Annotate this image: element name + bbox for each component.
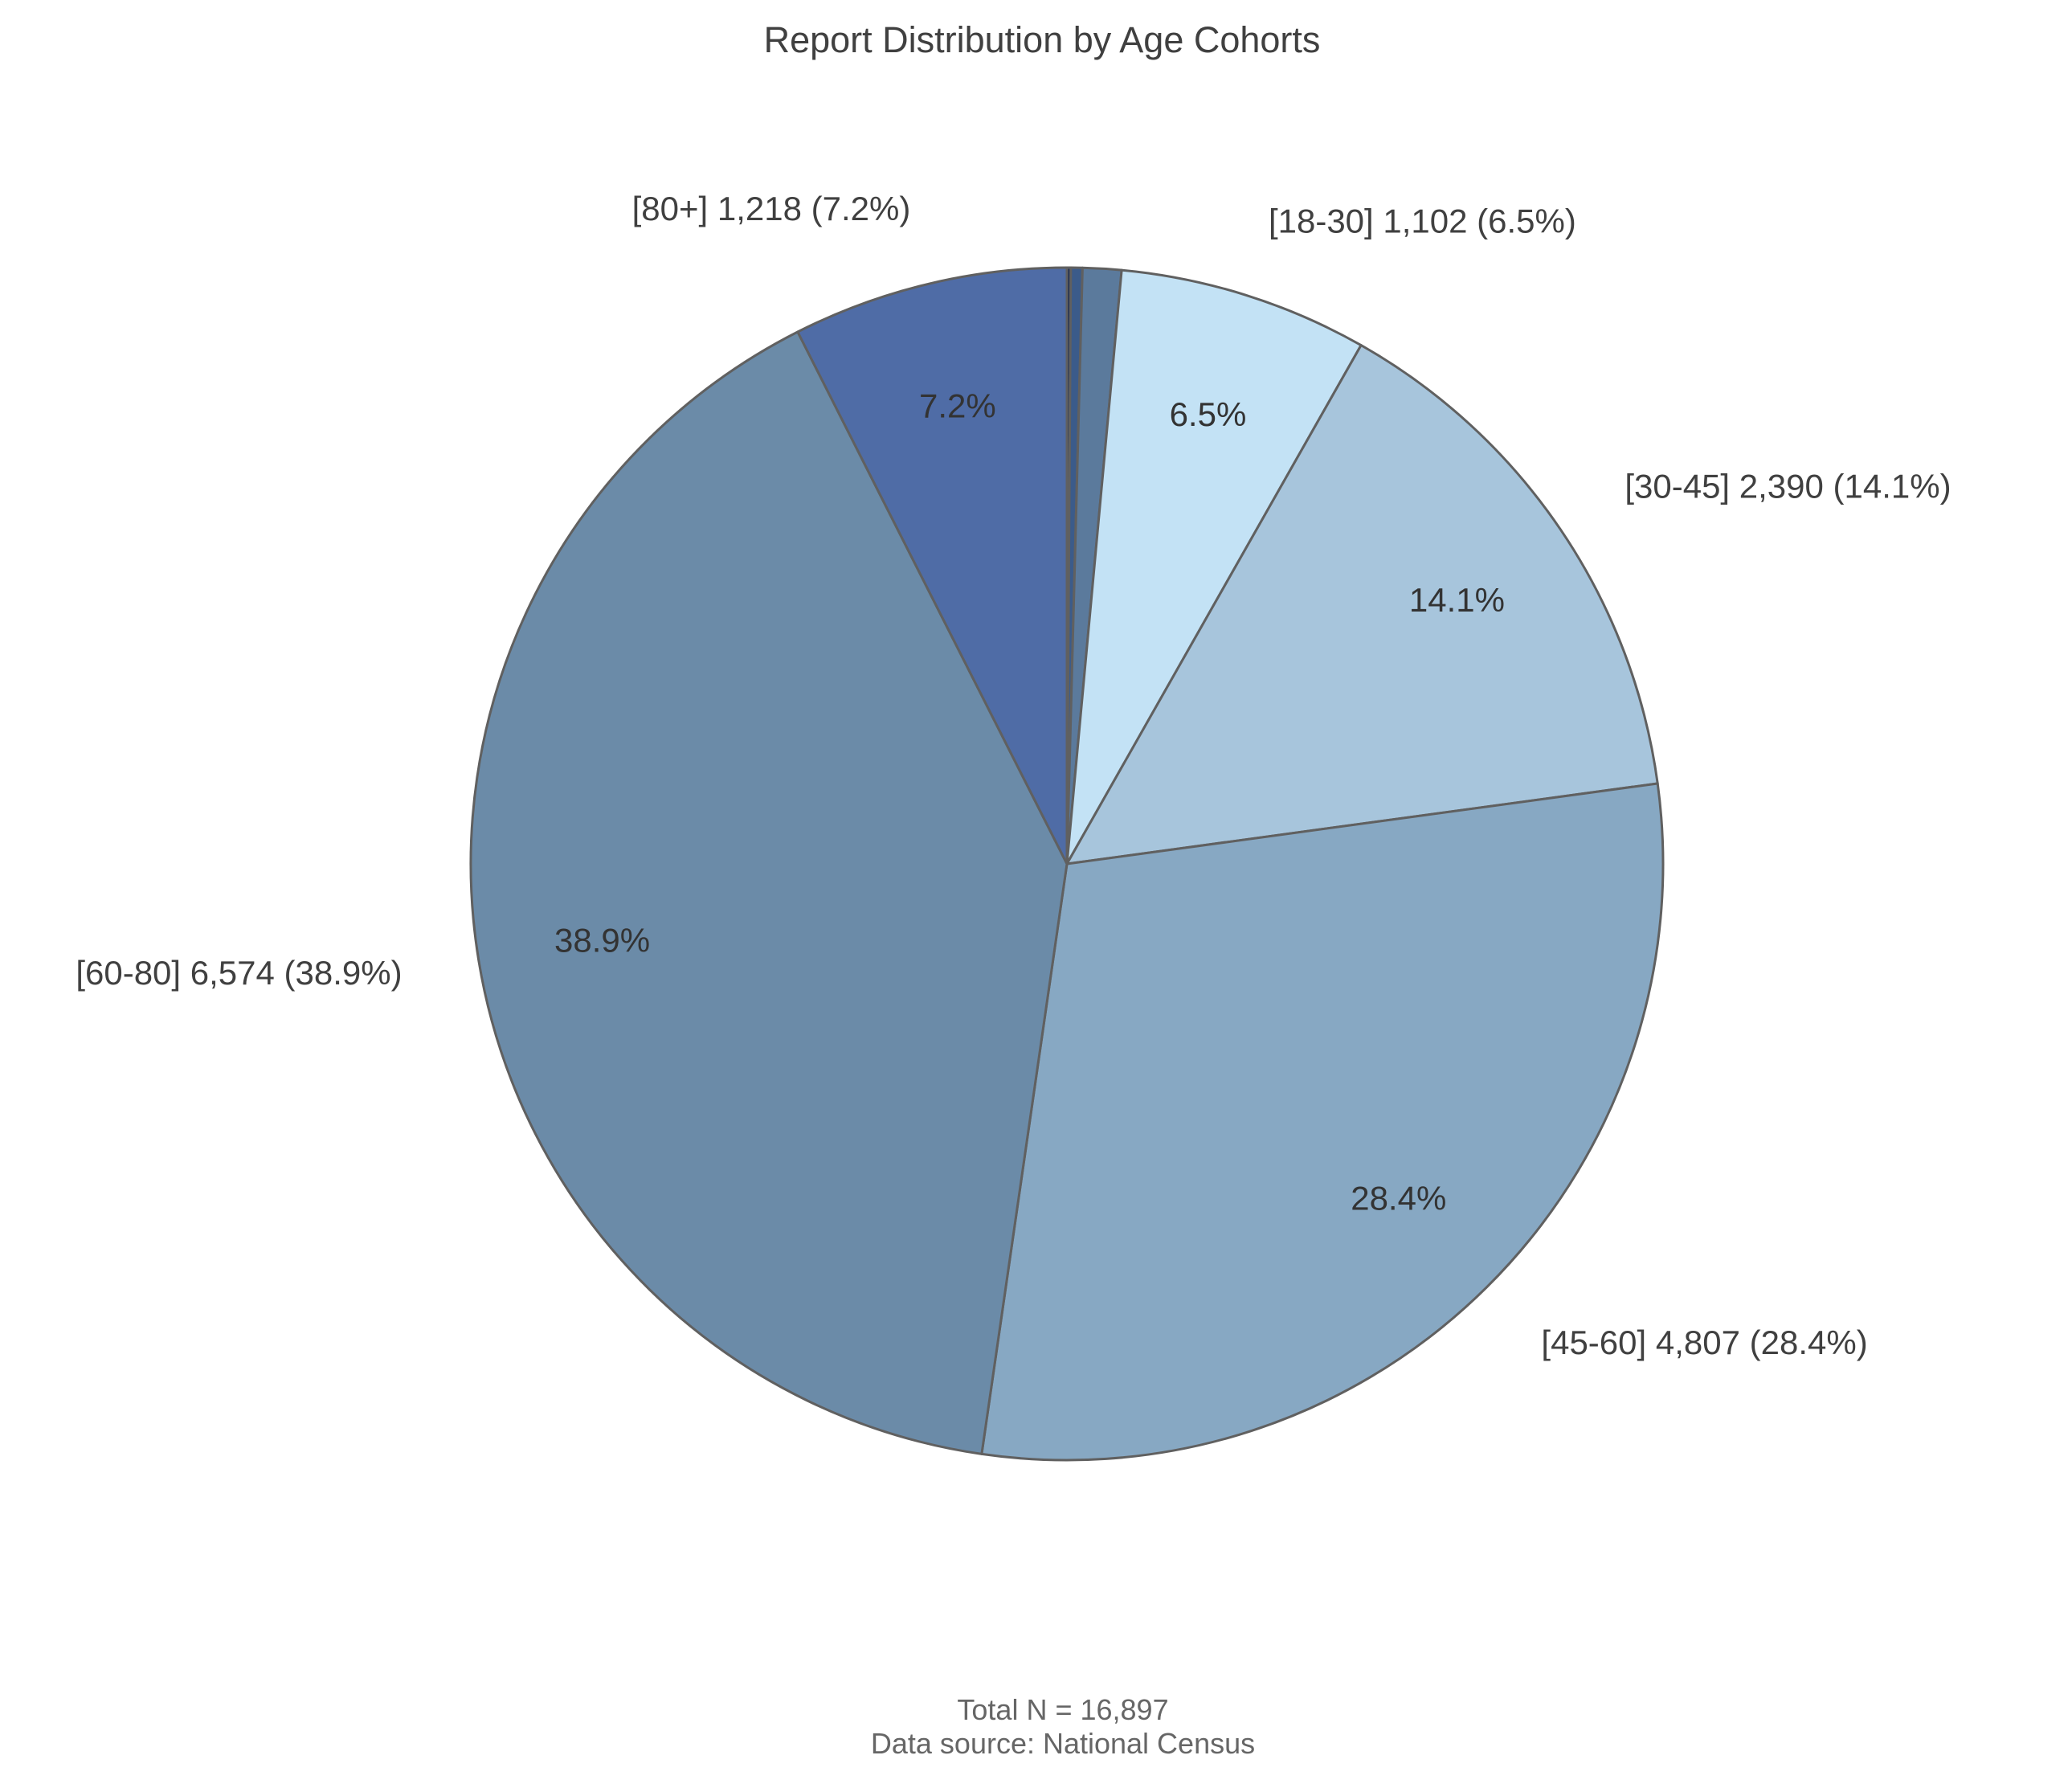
pie-slice-18-30 [1065, 268, 1363, 865]
footer-source: Data source: National Census [871, 1727, 1255, 1760]
inner-label: 38.9% [554, 921, 650, 959]
pie-slices [469, 266, 1665, 1462]
inner-label: 7.2% [919, 387, 996, 424]
pie-slice-45-60 [980, 782, 1665, 1462]
outer-label: [45-60] 4,807 (28.4%) [1541, 1324, 1867, 1361]
outer-label: [30-45] 2,390 (14.1%) [1624, 468, 1951, 505]
inner-label: 6.5% [1170, 395, 1247, 433]
inner-label: 28.4% [1351, 1180, 1446, 1217]
pie-slice-60-80 [469, 330, 1069, 1455]
outer-label: [80+] 1,218 (7.2%) [632, 190, 911, 227]
outer-label: [60-80] 6,574 (38.9%) [76, 954, 402, 992]
inner-labels: 6.5% 14.1% 28.4% 38.9% 7.2% [554, 387, 1505, 1217]
pie-slice-30-45 [1065, 344, 1659, 865]
footer-total: Total N = 16,897 [957, 1693, 1168, 1726]
outer-labels: [18-30] 1,102 (6.5%) [30-45] 2,390 (14.1%… [76, 190, 1951, 1361]
outer-label: [18-30] 1,102 (6.5%) [1269, 202, 1576, 239]
pie-slice-80 [796, 266, 1069, 865]
chart-title: Report Distribution by Age Cohorts [764, 19, 1321, 60]
inner-label: 14.1% [1409, 581, 1505, 619]
